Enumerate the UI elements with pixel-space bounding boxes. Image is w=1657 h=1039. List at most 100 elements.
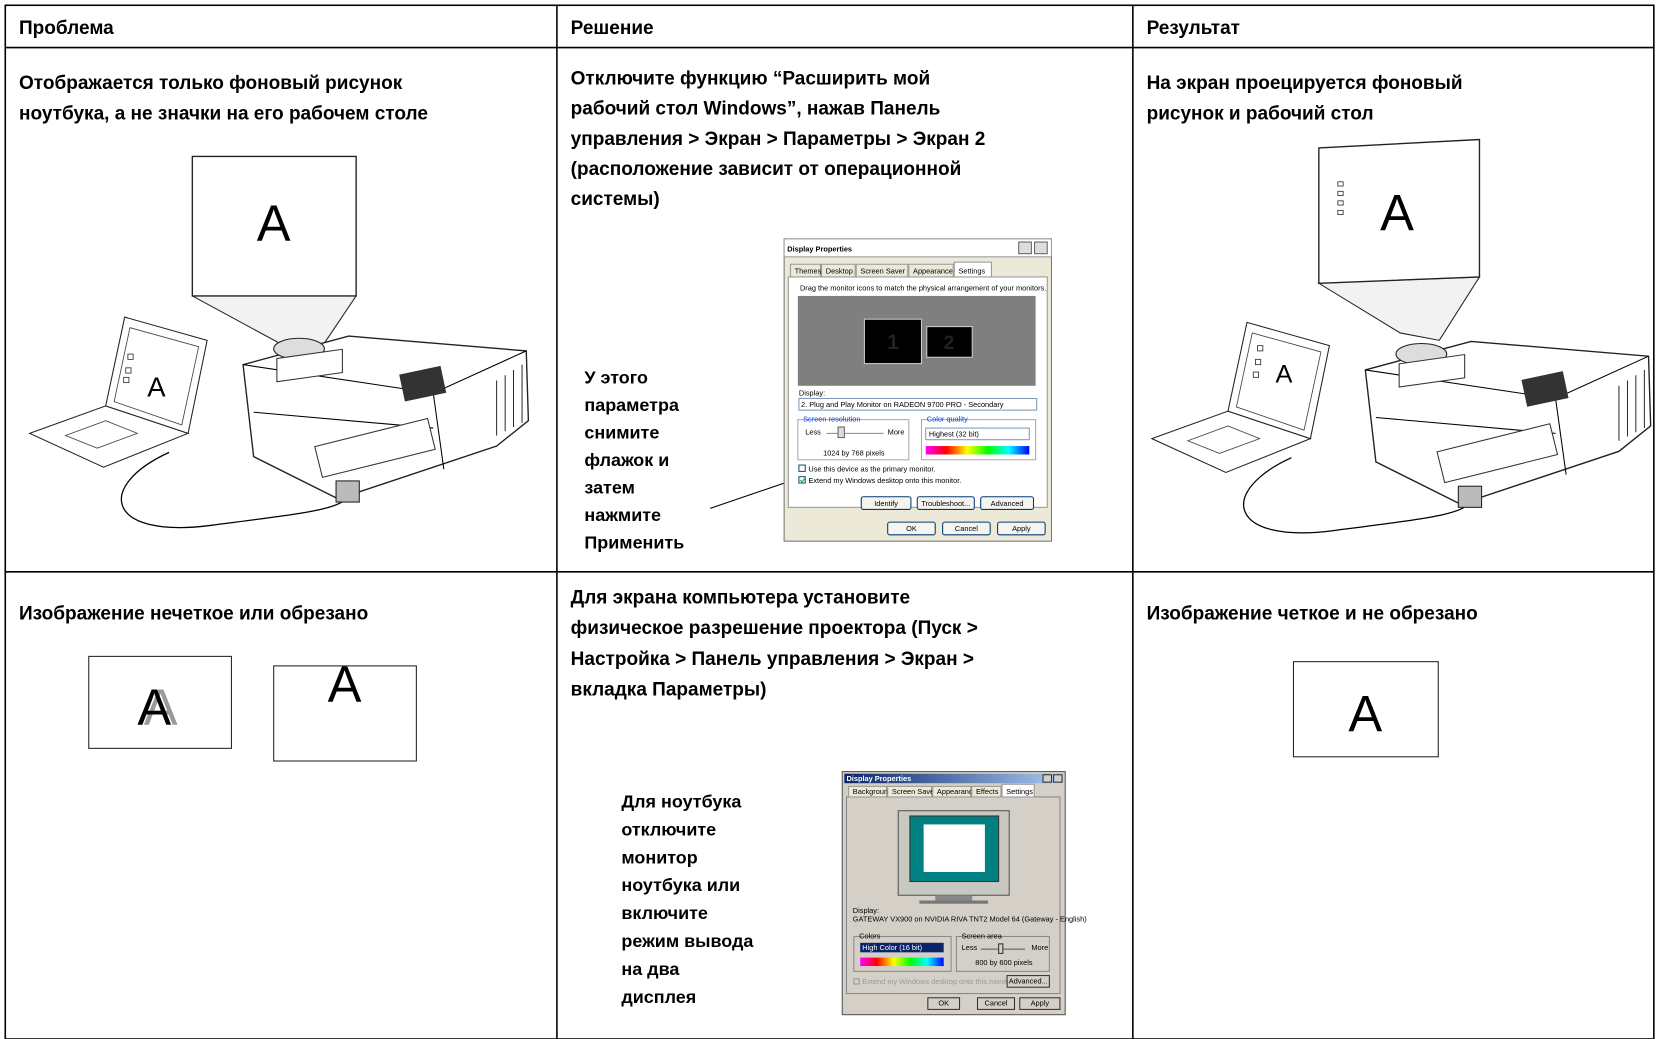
tab[interactable] [1001, 783, 1035, 798]
button[interactable] [976, 997, 1016, 1010]
tab-label: Desktop [826, 267, 853, 276]
tab-label: Appearance [913, 267, 953, 276]
dialog-title: Display Properties [846, 774, 911, 783]
figure-letter: A [144, 679, 178, 736]
solution-callout-line: У этого [584, 368, 648, 388]
result-line: На экран проецируется фоновый [1147, 73, 1463, 94]
tab[interactable] [887, 785, 933, 798]
button[interactable] [927, 997, 961, 1010]
button-label: Troubleshoot... [921, 499, 970, 508]
solution-callout-line: параметра [584, 395, 680, 415]
blur-illustration: A A A A [88, 656, 1439, 762]
button[interactable] [997, 521, 1046, 536]
slider[interactable] [998, 943, 1004, 954]
color-value: Highest (32 bit) [929, 430, 979, 439]
button[interactable] [887, 521, 936, 536]
solution-callout-line: Применить [584, 533, 684, 553]
button[interactable] [1006, 975, 1050, 988]
tab[interactable] [848, 785, 888, 798]
more-label: More [888, 427, 905, 436]
tab[interactable] [789, 263, 821, 278]
solution-line: Отключите функцию “Расширить мой [571, 69, 931, 90]
color-value: High Color (16 bit) [862, 943, 922, 952]
tab[interactable] [953, 261, 992, 278]
checkbox[interactable] [798, 464, 806, 472]
resolution-value: 800 by 600 pixels [975, 958, 1033, 967]
solution-callout-line: режим вывода [621, 931, 754, 951]
button[interactable] [916, 496, 975, 510]
checkbox[interactable] [798, 476, 806, 484]
solution-line: Для экрана компьютера установите [571, 588, 910, 609]
button[interactable] [860, 496, 912, 510]
tab-label: Themes [795, 267, 822, 276]
tab[interactable] [932, 785, 972, 798]
column-header: Результат [1147, 18, 1240, 39]
tab-label: Effects [976, 787, 999, 796]
tab-label: Screen Saver [892, 787, 937, 796]
display-select[interactable] [798, 397, 1038, 411]
monitor-number: 1 [887, 331, 899, 354]
solution-line: Настройка > Панель управления > Экран > [571, 649, 974, 670]
help-button[interactable] [1042, 774, 1053, 783]
instruction: Drag the monitor icons to match the phys… [800, 284, 1046, 293]
help-button[interactable] [1018, 241, 1032, 255]
tab[interactable] [855, 263, 909, 278]
solution-callout-line: включите [621, 903, 708, 923]
group-label: Color quality [927, 415, 968, 424]
button-label: OK [938, 999, 949, 1008]
button-label: Advanced... [1009, 977, 1048, 986]
solution-callout-line: дисплея [621, 987, 696, 1007]
group-label: Colors [859, 932, 881, 941]
checkbox[interactable] [853, 978, 860, 985]
solution-line: системы) [571, 189, 660, 210]
solution-callout-line: на два [621, 959, 680, 979]
figure-letter: A [137, 679, 171, 736]
button[interactable] [942, 521, 991, 536]
column-header: Решение [571, 18, 654, 39]
button-label: Cancel [955, 524, 978, 533]
close-button[interactable] [1053, 774, 1063, 783]
slider[interactable] [837, 426, 845, 439]
checkbox-label: Extend my Windows desktop onto this moni… [862, 977, 1015, 986]
checkbox-label: Extend my Windows desktop onto this moni… [808, 476, 961, 485]
solution-line: физическое разрешение проектора (Пуск > [571, 618, 978, 639]
color-select[interactable] [925, 427, 1030, 441]
dialog-title: Display Properties [787, 245, 852, 254]
figure-letter: A [257, 195, 291, 252]
tab-label: Screen Saver [860, 267, 905, 276]
tab[interactable] [971, 785, 1002, 798]
tab-label: Settings [958, 267, 985, 276]
close-button[interactable] [1034, 241, 1048, 255]
problem-line: ноутбука, а не значки на его рабочем сто… [19, 103, 428, 124]
more-label: More [1031, 943, 1048, 952]
tab[interactable] [820, 263, 856, 278]
tab-label: Background [853, 787, 892, 796]
display-label: Display: [853, 906, 879, 915]
result-line: Изображение четкое и не обрезано [1147, 603, 1478, 624]
button-label: Advanced [991, 499, 1024, 508]
display-value: GATEWAY VX900 on NVIDIA RIVA TNT2 Model … [853, 915, 1087, 924]
problem-illustration: A A [28, 155, 530, 529]
solution-callout-line: затем [584, 478, 634, 498]
button[interactable] [1019, 997, 1061, 1010]
solution-callout-line: нажмите [584, 505, 661, 525]
color-select[interactable] [860, 942, 944, 953]
resolution-value: 1024 by 768 pixels [823, 449, 885, 458]
button[interactable] [980, 496, 1035, 510]
solution-callout-line: Для ноутбука [621, 792, 742, 812]
tab[interactable] [908, 263, 954, 278]
dialog: Display Properties Background Screen Save… [841, 771, 1087, 1016]
result-line: рисунок и рабочий стол [1147, 103, 1374, 124]
figure-letter: A [1276, 361, 1293, 389]
table-border [4, 4, 1655, 1039]
checkbox-label: Use this device as the primary monitor. [808, 464, 935, 473]
solution-callout-line: ноутбука или [621, 875, 740, 895]
solution-callout-line: монитор [621, 847, 697, 867]
monitor-number: 2 [944, 333, 955, 354]
column-header: Проблема [19, 18, 114, 39]
less-label: Less [962, 943, 978, 952]
display-value: 2. Plug and Play Monitor on RADEON 9700 … [801, 400, 1004, 409]
solution-line: (расположение зависит от операционной [571, 159, 962, 180]
